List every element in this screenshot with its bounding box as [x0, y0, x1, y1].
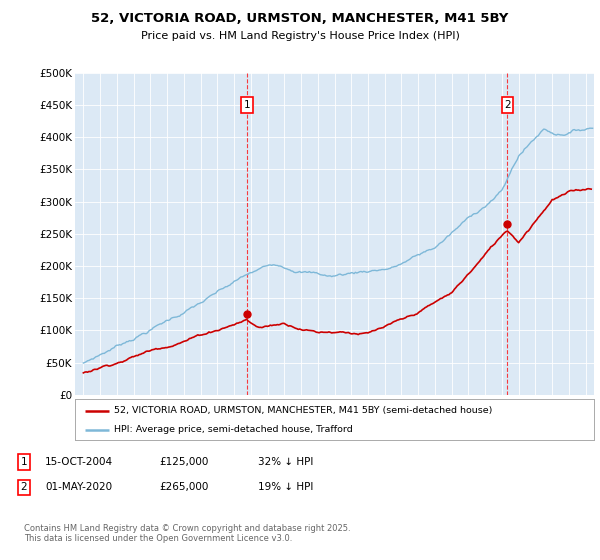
- Text: Price paid vs. HM Land Registry's House Price Index (HPI): Price paid vs. HM Land Registry's House …: [140, 31, 460, 41]
- Text: 01-MAY-2020: 01-MAY-2020: [45, 482, 112, 492]
- Text: Contains HM Land Registry data © Crown copyright and database right 2025.
This d: Contains HM Land Registry data © Crown c…: [24, 524, 350, 543]
- Text: 52, VICTORIA ROAD, URMSTON, MANCHESTER, M41 5BY: 52, VICTORIA ROAD, URMSTON, MANCHESTER, …: [91, 12, 509, 25]
- Text: 1: 1: [244, 100, 251, 110]
- Text: £125,000: £125,000: [159, 457, 208, 467]
- Text: HPI: Average price, semi-detached house, Trafford: HPI: Average price, semi-detached house,…: [114, 425, 353, 434]
- Text: 52, VICTORIA ROAD, URMSTON, MANCHESTER, M41 5BY (semi-detached house): 52, VICTORIA ROAD, URMSTON, MANCHESTER, …: [114, 406, 493, 415]
- Text: 2: 2: [504, 100, 511, 110]
- Text: 15-OCT-2004: 15-OCT-2004: [45, 457, 113, 467]
- Text: 32% ↓ HPI: 32% ↓ HPI: [258, 457, 313, 467]
- Text: 1: 1: [20, 457, 28, 467]
- Text: 19% ↓ HPI: 19% ↓ HPI: [258, 482, 313, 492]
- Text: £265,000: £265,000: [159, 482, 208, 492]
- Text: 2: 2: [20, 482, 28, 492]
